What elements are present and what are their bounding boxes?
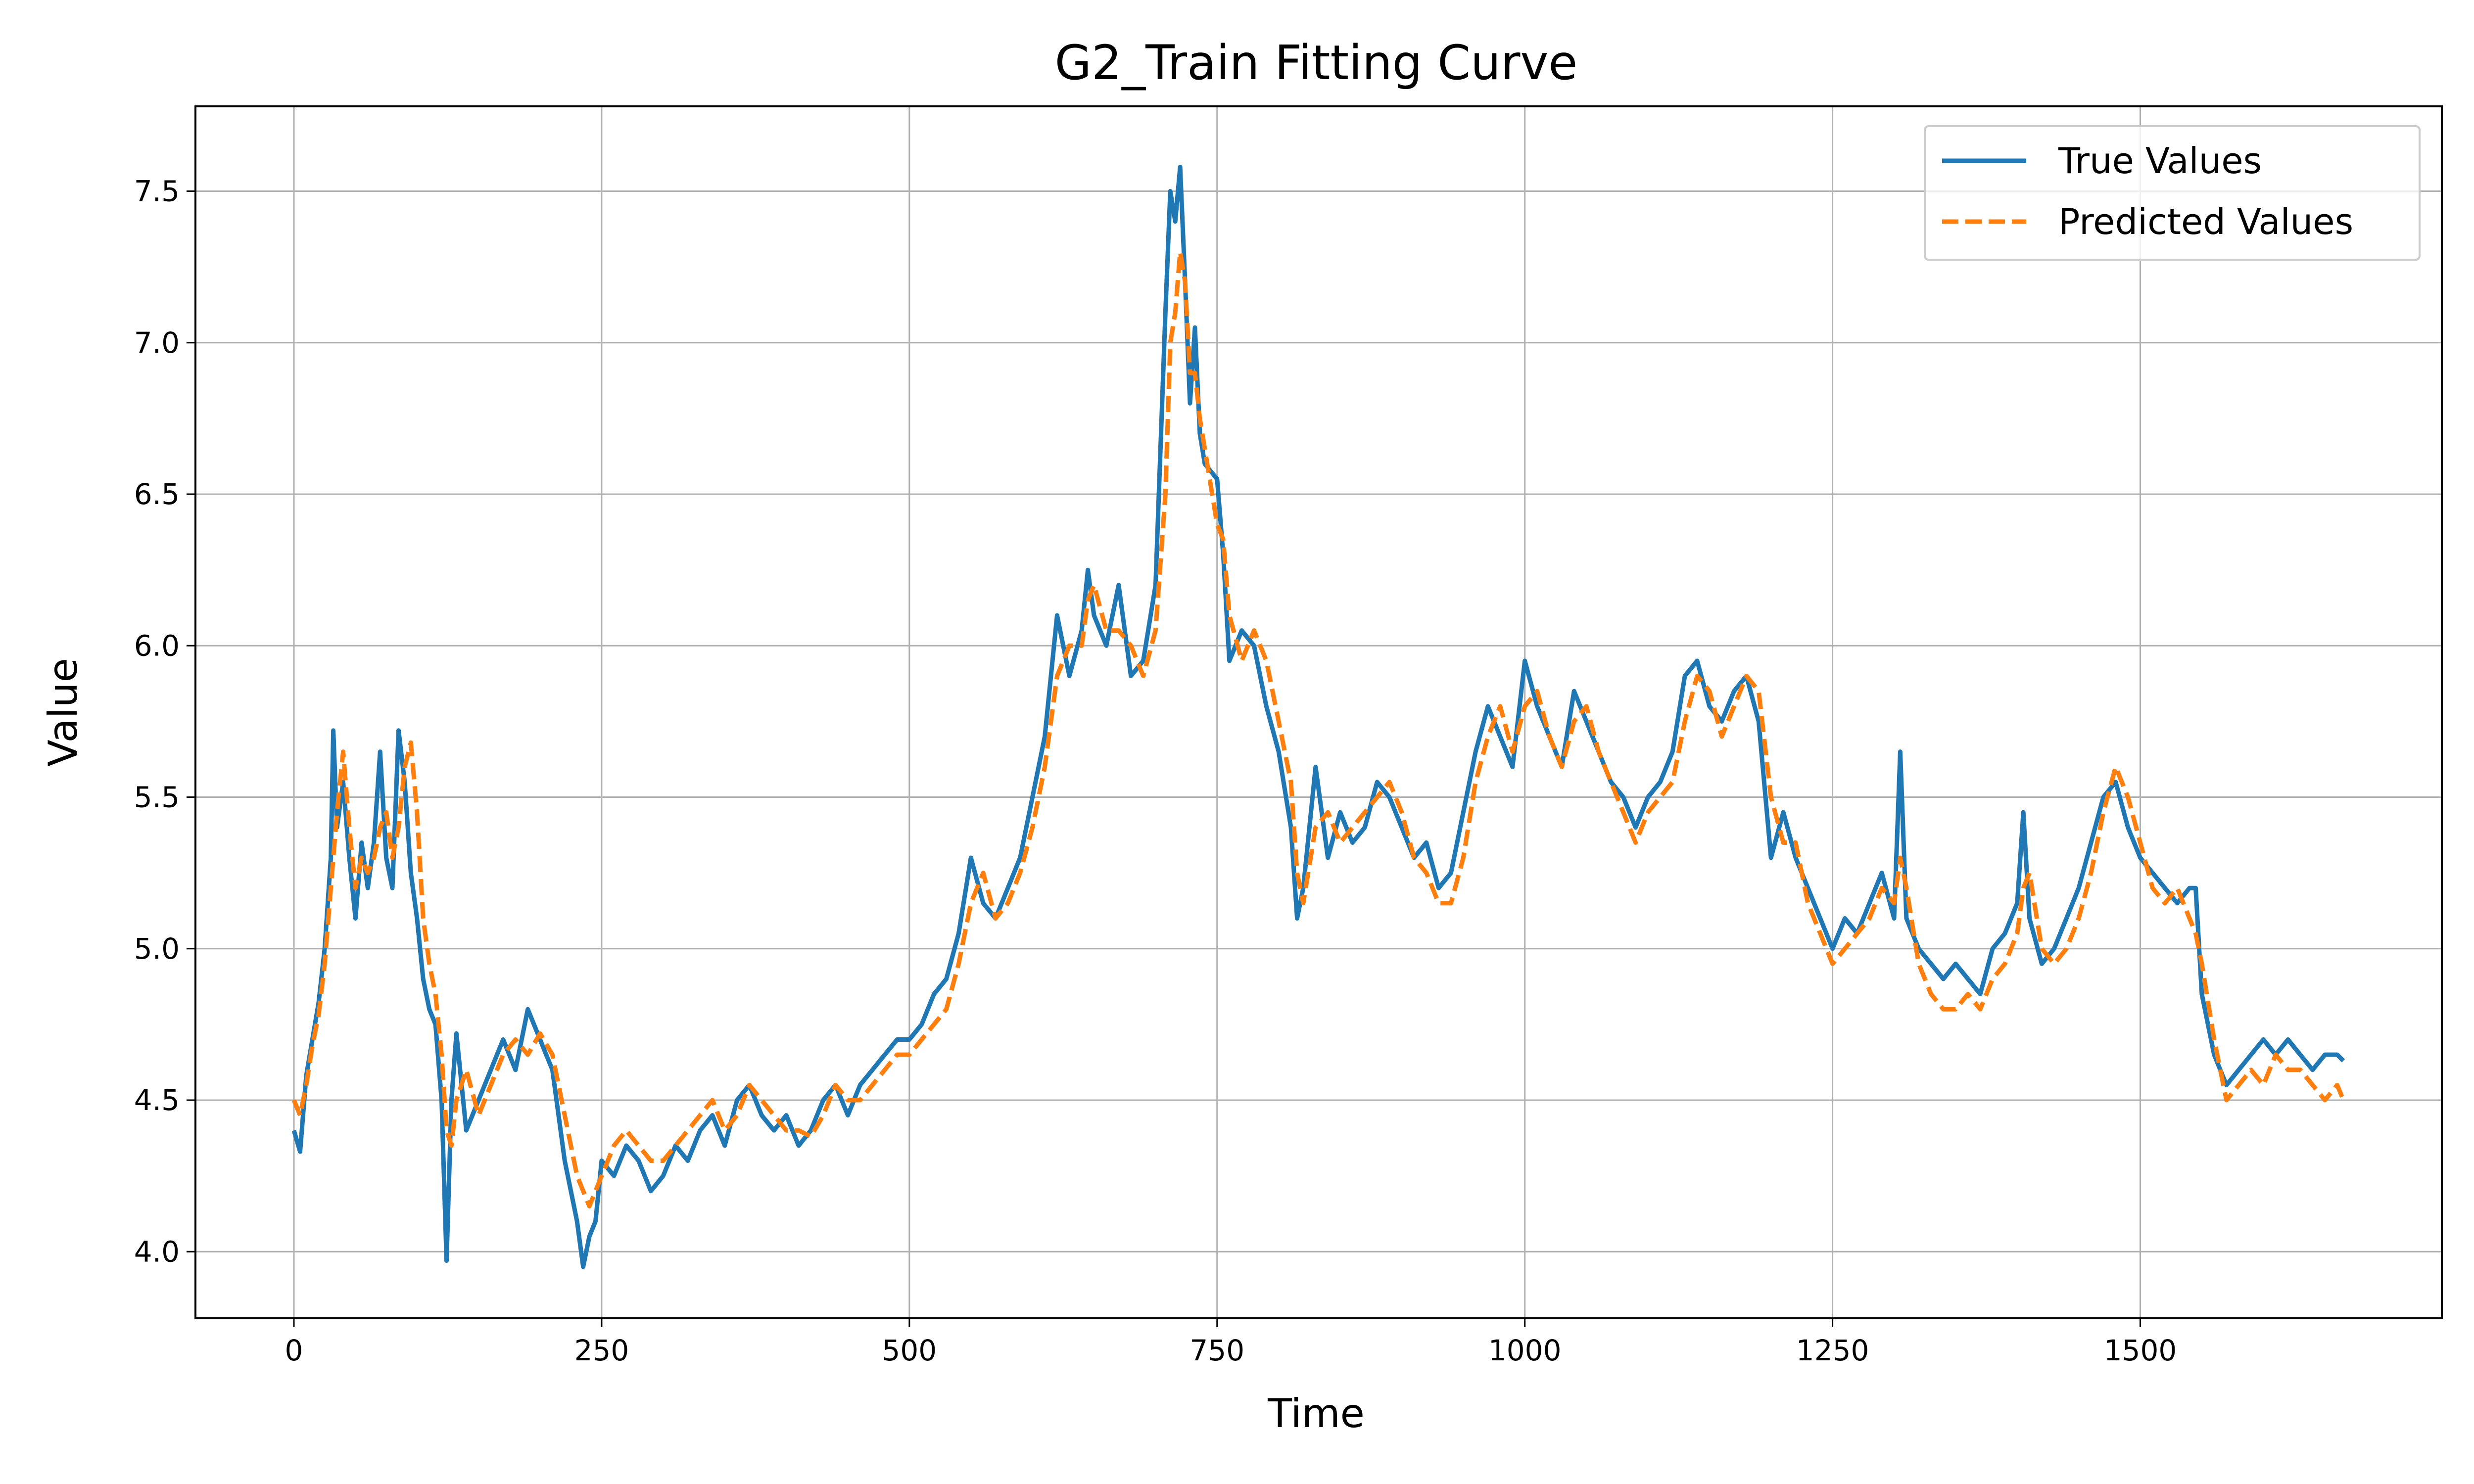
- series-layer: [291, 165, 2346, 1269]
- x-axis-ticks: 0 250 500 750 1000 1250 1500: [285, 1318, 2177, 1367]
- plot-frame: [194, 105, 2443, 1319]
- legend-label-predicted-values: Predicted Values: [2058, 201, 2353, 242]
- y-tick-label: 6.0: [134, 629, 180, 662]
- y-tick-label: 4.0: [134, 1235, 180, 1268]
- y-tick-label: 6.5: [134, 477, 180, 511]
- x-axis-label: Time: [1267, 1391, 1365, 1437]
- legend-label-true-values: True Values: [2058, 140, 2262, 182]
- x-tick-label: 750: [1189, 1334, 1244, 1367]
- series-line-predicted-values: [291, 249, 2346, 1208]
- x-tick-label: 1000: [1488, 1334, 1562, 1367]
- y-tick-label: 5.5: [134, 781, 180, 814]
- y-axis-ticks: 4.0 4.5 5.0 5.5 6.0 6.5 7.0 7.5: [134, 175, 195, 1268]
- x-tick-label: 1500: [2104, 1334, 2177, 1367]
- y-tick-label: 4.5: [134, 1083, 180, 1117]
- y-tick-label: 7.5: [134, 175, 180, 208]
- series-line-true-values: [291, 165, 2345, 1269]
- chart-title: G2_Train Fitting Curve: [1055, 35, 1578, 91]
- y-tick-label: 5.0: [134, 932, 180, 966]
- x-tick-label: 1250: [1796, 1334, 1869, 1367]
- legend-box: [1924, 125, 2421, 261]
- y-tick-label: 7.0: [134, 326, 180, 360]
- x-tick-label: 250: [574, 1334, 629, 1367]
- legend: True Values Predicted Values: [1924, 125, 2421, 261]
- x-tick-label: 500: [882, 1334, 937, 1367]
- x-tick-label: 0: [285, 1334, 303, 1367]
- y-axis-label: Value: [40, 658, 86, 767]
